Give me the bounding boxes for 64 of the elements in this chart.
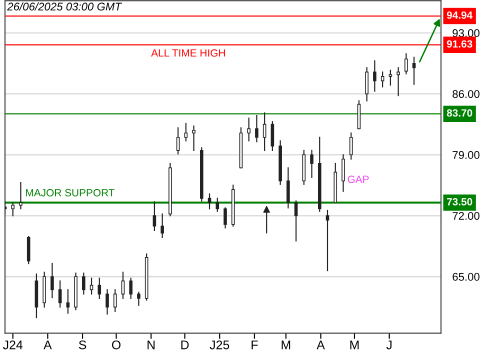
- annotation: ALL TIME HIGH: [151, 49, 225, 57]
- annotation: 26/06/2025 03:00 GMT: [7, 2, 122, 11]
- candlestick: [270, 121, 274, 151]
- candlestick: [262, 112, 266, 151]
- x-tick-label: A: [44, 340, 52, 350]
- candlestick: [11, 202, 15, 216]
- candlestick: [184, 122, 188, 142]
- x-tick-label: F: [252, 340, 258, 350]
- candlestick: [98, 278, 102, 299]
- candlestick: [176, 127, 180, 154]
- candlestick: [373, 60, 376, 92]
- x-tick-label: D: [181, 340, 189, 350]
- candlestick: [208, 193, 212, 210]
- candlestick: [19, 182, 22, 210]
- ref-line-label: 91.63: [446, 40, 472, 48]
- candlestick: [286, 167, 290, 208]
- y-tick-label: 65.00: [452, 272, 480, 281]
- y-tick-label: 72.00: [452, 212, 480, 220]
- ref-line-label: 94.94: [446, 11, 473, 19]
- candlestick: [349, 132, 353, 160]
- candlestick: [380, 72, 384, 88]
- candlestick: [66, 289, 70, 314]
- y-tick-label: 86.00: [452, 90, 480, 98]
- candlestick: [113, 289, 117, 312]
- candlestick: [137, 292, 140, 306]
- x-tick-label: M: [282, 340, 290, 350]
- x-tick-label: O: [112, 340, 121, 350]
- candlestick: [412, 56, 416, 85]
- candlestick: [82, 272, 86, 295]
- candlestick: [247, 118, 250, 142]
- x-tick-label: S: [78, 340, 86, 350]
- x-tick-label: J25: [210, 340, 230, 350]
- candlestick: [152, 201, 156, 232]
- candlestick: [342, 154, 345, 192]
- annotation: GAP: [348, 176, 369, 184]
- candlestick: [160, 213, 164, 238]
- candlestick: [192, 125, 196, 151]
- y-tick-label: 79.00: [452, 151, 480, 159]
- candlestick: [58, 280, 62, 308]
- x-tick-label: M: [350, 340, 359, 350]
- candlestick: [255, 115, 258, 142]
- candlestick: [365, 67, 368, 102]
- x-tick-label: N: [148, 340, 155, 350]
- ref-line-label: 73.50: [447, 198, 472, 206]
- candlestick: [326, 210, 330, 272]
- annotation: MAJOR SUPPORT: [26, 189, 115, 196]
- candlestick: [26, 236, 30, 264]
- ref-line-label: 83.70: [446, 109, 472, 117]
- x-tick-label: A: [316, 340, 325, 350]
- candlestick: [90, 278, 94, 295]
- candlestick: [121, 272, 125, 299]
- candlestick: [224, 207, 227, 228]
- x-tick-label: J: [386, 340, 392, 350]
- candlestick: [310, 150, 314, 178]
- candlestick: [216, 198, 220, 212]
- y-tick-label: 93.00: [452, 29, 480, 38]
- candlestick: [129, 278, 133, 299]
- candlestick: [106, 289, 109, 315]
- candlestick: [50, 263, 54, 298]
- candlestick: [396, 67, 400, 96]
- x-tick-label: J24: [2, 340, 23, 350]
- candlestick: [404, 53, 408, 74]
- candlestick: [294, 200, 298, 242]
- candlestick: [388, 70, 392, 86]
